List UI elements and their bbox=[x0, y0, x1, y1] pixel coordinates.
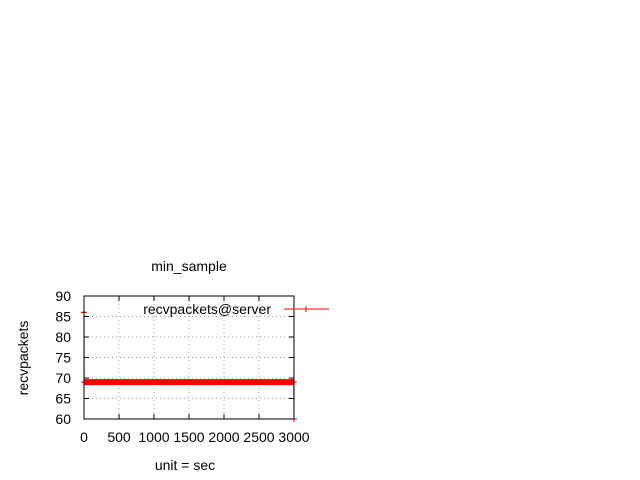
x-tick-label: 2000 bbox=[208, 429, 239, 445]
x-tick-label: 1500 bbox=[173, 429, 204, 445]
series-marker bbox=[165, 379, 171, 386]
series-marker bbox=[186, 379, 192, 386]
series-marker bbox=[249, 379, 255, 386]
series-marker bbox=[207, 379, 213, 386]
series-marker bbox=[228, 379, 234, 386]
legend-sample-marker bbox=[303, 306, 309, 312]
series-marker bbox=[270, 379, 276, 386]
y-tick-label: 75 bbox=[55, 350, 71, 366]
y-tick-label: 85 bbox=[55, 309, 71, 325]
series-marker bbox=[144, 379, 150, 386]
series-marker bbox=[82, 379, 89, 386]
series-marker bbox=[123, 379, 129, 386]
x-tick-label: 3000 bbox=[278, 429, 309, 445]
y-tick-label: 65 bbox=[55, 391, 71, 407]
chart-title: min_sample bbox=[151, 258, 227, 274]
grid-lines bbox=[84, 296, 294, 419]
y-tick-label: 60 bbox=[55, 411, 71, 427]
y-tick-label: 70 bbox=[55, 370, 71, 386]
series-marker bbox=[102, 379, 108, 386]
data-series bbox=[81, 309, 297, 422]
legend-label: recvpackets@server bbox=[143, 301, 271, 317]
x-tick-label: 500 bbox=[107, 429, 131, 445]
y-tick-label: 90 bbox=[55, 288, 71, 304]
y-tick-label: 80 bbox=[55, 329, 71, 345]
axis-ticks: 0 500 1000 1500 2000 2500 3000 60 65 70 75 80 85 90 bbox=[55, 288, 309, 445]
x-tick-label: 2500 bbox=[243, 429, 274, 445]
x-axis-label: unit = sec bbox=[155, 457, 215, 473]
x-tick-label: 0 bbox=[80, 429, 88, 445]
legend: recvpackets@server bbox=[143, 301, 329, 317]
x-tick-label: 1000 bbox=[138, 429, 169, 445]
y-axis-label: recvpackets bbox=[15, 321, 31, 396]
